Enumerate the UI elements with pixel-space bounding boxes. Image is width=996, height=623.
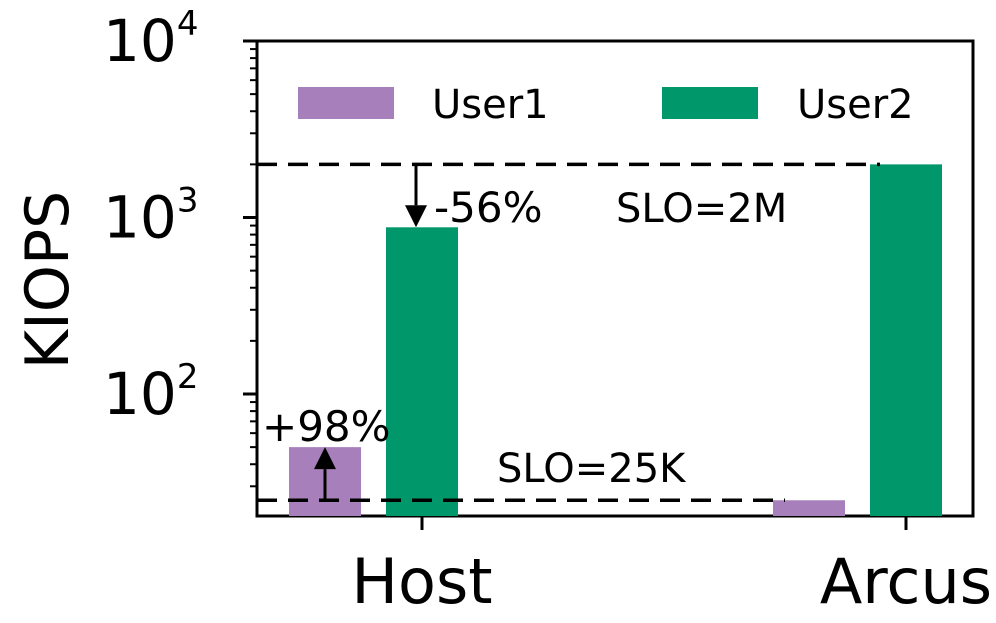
annotations [314,164,427,501]
bar-user2-host [386,227,458,516]
slo-2m-label: SLO=2M [616,186,787,232]
y-tick-exponent-2: 4 [177,4,199,44]
reference-lines [257,162,880,503]
legend-label-user1: User1 [432,82,549,128]
y-axis-label: KIOPS [13,191,83,370]
slo-25k-label: SLO=25K [497,446,687,492]
annotation-minus56: -56% [434,183,543,232]
arrow-plus98-head [314,447,336,470]
legend-label-user2: User2 [797,82,914,128]
legend-swatch-user1 [298,87,394,119]
annotation-plus98: +98% [262,402,391,451]
y-major-ticks: 102 103 104 [103,4,257,428]
bar-user2-arcus [870,164,942,516]
plot-frame [255,39,975,518]
legend-swatch-user2 [662,87,758,119]
arrow-minus56-head [405,205,427,228]
x-tick-label-host: Host [351,545,492,618]
bars: Host Arcus [289,164,992,618]
y-tick-label-1: 103 [103,181,198,252]
x-tick-label-arcus: Arcus [820,545,992,618]
y-tick-label-2: 104 [103,4,198,75]
y-tick-exponent-0: 2 [177,357,199,397]
legend: User1 User2 [298,82,914,128]
y-tick-label-0: 102 [103,357,198,428]
bar-user1-arcus [773,500,845,516]
y-tick-exponent-1: 3 [177,181,199,221]
y-minor-ticks [250,48,257,488]
